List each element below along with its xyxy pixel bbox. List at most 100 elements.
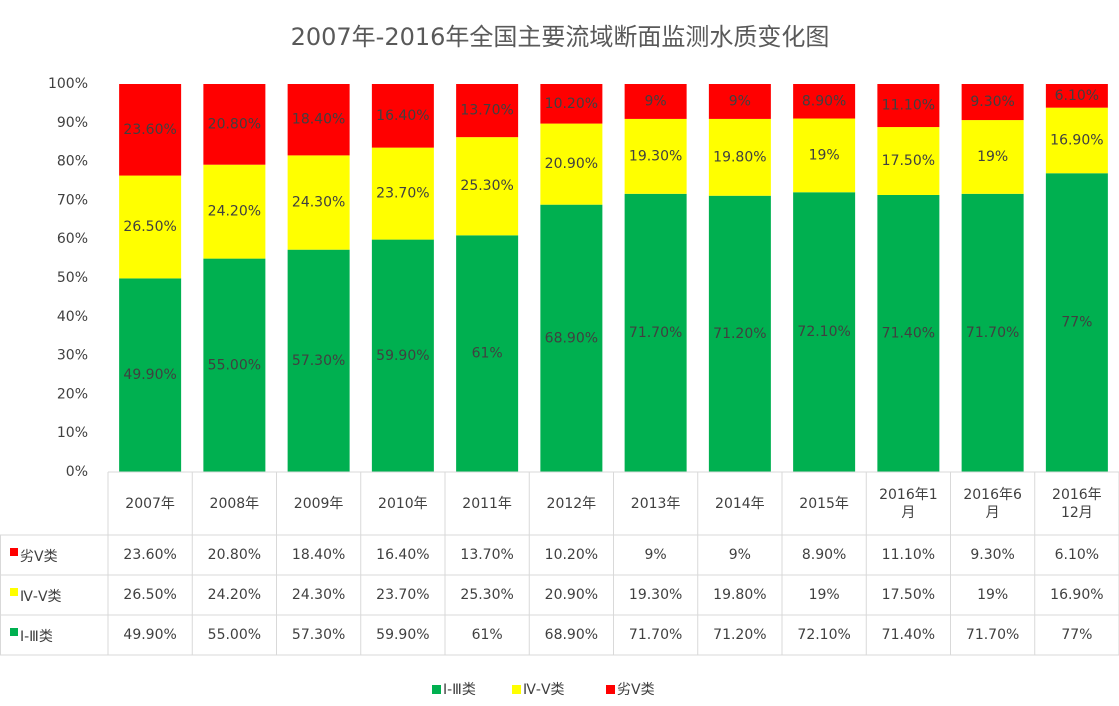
table-cell: 59.90% [376,627,429,643]
legend-label: Ⅰ-Ⅲ类 [20,629,53,645]
data-label: 71.20% [713,326,766,342]
table-cell: 20.90% [545,587,598,603]
legend-label: Ⅳ-Ⅴ类 [523,682,565,698]
x-tick-label-cell: 2016年1月 [866,472,950,535]
data-label: 23.60% [123,122,176,138]
bar-segment [961,120,1024,194]
x-tick-label: 2007年 [125,495,175,512]
data-label: 17.50% [882,153,935,169]
data-label: 19% [809,147,840,163]
x-tick-label-cell: 2012年 [529,472,613,535]
bar-segment [708,118,771,196]
x-tick-label-cell: 2011年 [445,472,529,535]
data-label: 16.40% [376,108,429,124]
bar-segment [540,84,603,124]
bar-segment [371,147,434,240]
data-label: 61% [472,346,503,362]
y-tick-label: 50% [57,270,88,286]
data-label: 18.40% [292,112,345,128]
x-tick-label-box: 2016年12月 [1052,487,1102,521]
x-tick-label-box: 2015年 [799,496,849,512]
table-cell: 18.40% [292,547,345,563]
table-cell: 23.60% [123,547,176,563]
bar-segment [456,84,519,138]
table-cell: 20.80% [208,547,261,563]
table-cell: 24.30% [292,587,345,603]
data-label: 72.10% [797,324,850,340]
chart-title: 2007年-2016年全国主要流域断面监测水质变化图 [291,23,830,51]
legend-label: Ⅳ-Ⅴ类 [20,589,62,605]
legend-key [512,685,521,694]
bar-segment [1045,107,1108,174]
x-tick-label: 2013年 [630,495,681,512]
table-cell: 10.20% [545,547,598,563]
table-cell: 17.50% [882,587,935,603]
bar-segment [540,204,603,472]
table-cell: 24.20% [208,587,261,603]
bar-segment [287,155,350,250]
x-tick-label: 2011年 [462,495,512,512]
y-tick-label: 40% [57,309,88,325]
x-tick-label: 2009年 [293,495,344,512]
bar-segment [1045,173,1108,473]
bar-segment [793,118,856,193]
bar-segment [877,194,940,472]
x-tick-label-box: 2013年 [614,472,698,535]
bar-segment [708,195,771,472]
legend-label: Ⅰ-Ⅲ类 [443,682,476,698]
legend-key [606,685,615,694]
table-cell: 9.30% [970,547,1014,563]
bar-segment [708,84,771,119]
data-label: 10.20% [545,96,598,112]
data-label: 6.10% [1055,88,1099,104]
bar-segment [624,118,687,194]
legend-label: 劣Ⅴ类 [20,549,58,565]
table-cell: 9% [729,547,751,563]
table-cell: 25.30% [460,587,513,603]
table-cell: 49.90% [123,627,176,643]
data-label: 8.90% [802,93,846,109]
bar-segment [540,123,603,205]
data-label: 59.90% [376,348,429,364]
bar-segment [203,164,266,259]
bar-segment [371,84,434,148]
table-cell: 72.10% [797,627,850,643]
legend-key [432,685,441,694]
table-cell: 16.40% [376,547,429,563]
y-tick-label: 20% [57,386,88,402]
x-tick-label: 2016年1月 [879,486,938,521]
bar-segment [456,235,519,472]
x-tick-label-cell: 2013年 [614,472,698,535]
data-label: 24.30% [292,195,345,211]
data-label: 24.20% [208,204,261,220]
y-tick-label: 80% [57,154,88,170]
data-label: 23.70% [376,186,429,202]
bar-segment [203,84,266,165]
data-label: 55.00% [208,357,261,373]
x-tick-label-box: 2010年 [378,495,428,512]
x-tick-label: 2010年 [378,495,428,512]
bar-segment [793,192,856,472]
table-cell: 16.90% [1050,587,1103,603]
bar-segment [1045,84,1108,108]
table-cell: 19% [977,587,1008,603]
data-label: 57.30% [292,353,345,369]
data-label: 19.80% [713,149,766,165]
data-label: 26.50% [123,219,176,235]
x-tick-label: 2012年 [546,495,597,512]
data-label: 25.30% [460,178,513,194]
data-label: 16.90% [1050,132,1103,148]
data-label: 20.90% [545,156,598,172]
x-tick-label-cell: 2014年 [698,472,782,535]
bar-segment [961,193,1024,472]
table-cell: 71.70% [629,627,682,643]
x-tick-label-cell: 2016年6月 [951,472,1035,535]
data-label: 68.90% [545,330,598,346]
table-cell: 23.70% [376,587,429,603]
data-label: 13.70% [460,103,513,119]
x-tick-label-box: 2008年 [210,496,260,512]
bar-segment [119,278,182,472]
bar-segment [119,175,182,279]
table-cell: 55.00% [208,627,261,643]
